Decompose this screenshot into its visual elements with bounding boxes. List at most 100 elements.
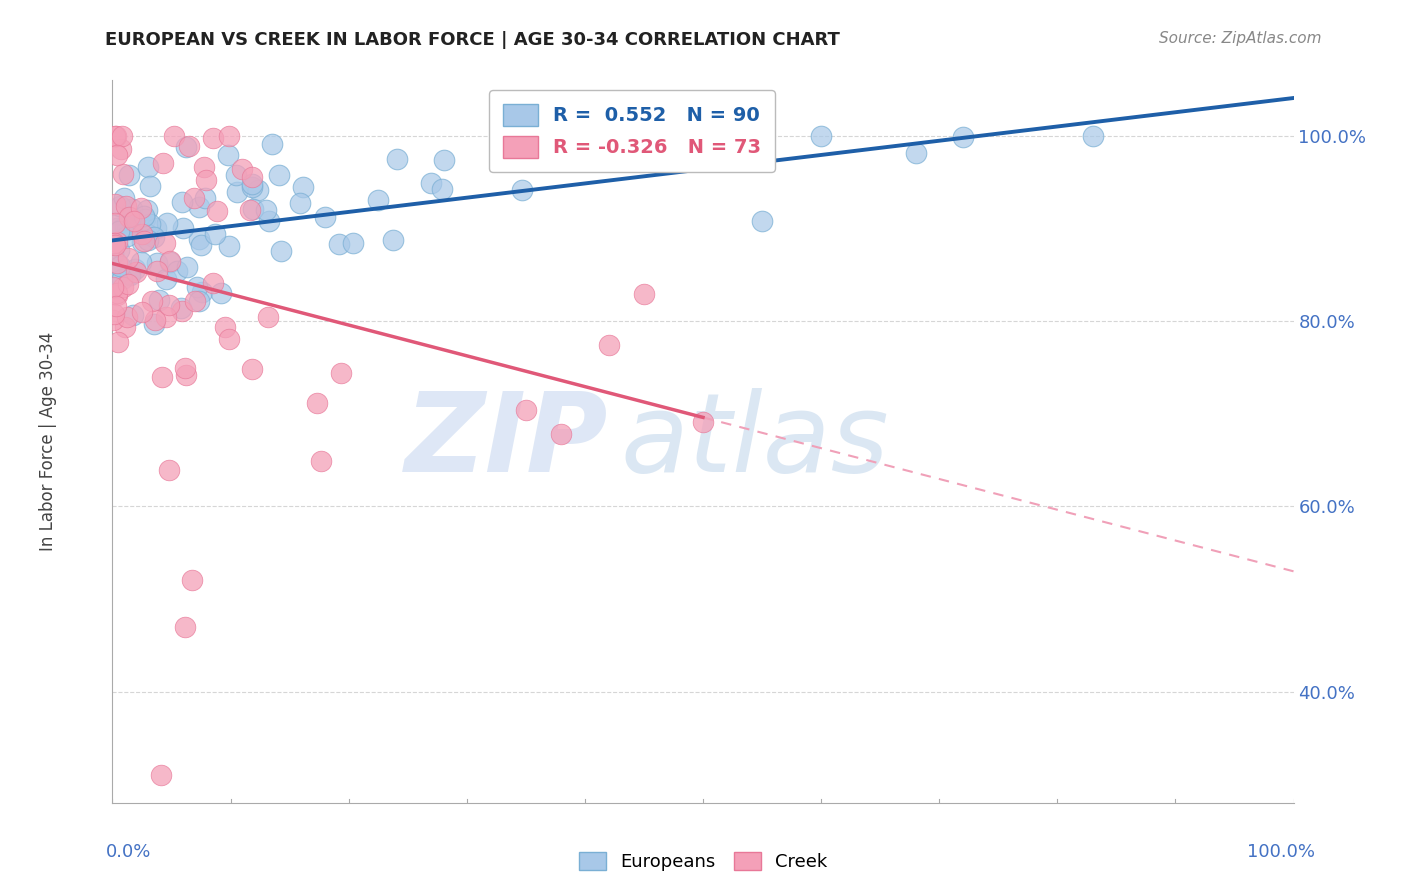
Point [103, 236, 125, 251]
Point [150, 370, 173, 384]
Point [204, 227, 226, 241]
Point [904, 146, 927, 161]
Point [134, 227, 156, 241]
Point [104, 216, 127, 230]
Point [172, 220, 194, 235]
Point [218, 239, 240, 253]
Point [240, 179, 263, 194]
Point [141, 294, 163, 309]
Point [125, 264, 148, 278]
Point [186, 279, 208, 293]
Point [170, 195, 193, 210]
Point [111, 279, 134, 293]
Point [105, 235, 128, 249]
Point [432, 153, 454, 168]
Point [173, 360, 195, 375]
Point [101, 280, 124, 294]
Point [114, 219, 136, 234]
Point [105, 299, 128, 313]
Point [432, 182, 454, 196]
Point [385, 152, 408, 166]
Point [138, 218, 160, 232]
Point [114, 319, 136, 334]
Point [159, 255, 181, 269]
Point [105, 255, 128, 269]
Point [201, 276, 224, 290]
Point [117, 168, 139, 182]
Point [246, 183, 269, 197]
Point [105, 128, 128, 143]
Point [218, 128, 240, 143]
Point [231, 161, 253, 176]
Point [122, 214, 145, 228]
Point [194, 191, 217, 205]
Point [146, 264, 169, 278]
Point [107, 148, 129, 162]
Point [152, 156, 174, 170]
Point [104, 227, 127, 241]
Text: EUROPEAN VS CREEK IN LABOR FORCE | AGE 30-34 CORRELATION CHART: EUROPEAN VS CREEK IN LABOR FORCE | AGE 3… [105, 31, 841, 49]
Point [1081, 128, 1104, 143]
Point [143, 230, 166, 244]
Point [290, 195, 312, 210]
Point [129, 255, 152, 269]
Point [104, 237, 127, 252]
Text: Source: ZipAtlas.com: Source: ZipAtlas.com [1159, 31, 1322, 46]
Point [155, 310, 177, 324]
Point [150, 768, 173, 782]
Point [176, 368, 198, 383]
Point [180, 574, 202, 588]
Point [598, 337, 620, 351]
Point [751, 213, 773, 227]
Point [187, 294, 209, 309]
Point [163, 128, 186, 143]
Point [135, 227, 157, 241]
Point [193, 161, 215, 175]
Point [145, 221, 167, 235]
Point [952, 130, 974, 145]
Point [242, 202, 264, 217]
Point [270, 244, 292, 259]
Point [239, 203, 262, 218]
Point [117, 210, 139, 224]
Point [342, 235, 364, 250]
Point [143, 312, 166, 326]
Point [176, 140, 198, 154]
Point [107, 223, 129, 237]
Point [309, 454, 332, 468]
Point [550, 426, 572, 441]
Point [202, 131, 225, 145]
Point [191, 285, 214, 300]
Point [131, 235, 153, 249]
Point [112, 167, 135, 181]
Point [187, 200, 209, 214]
Point [104, 128, 127, 143]
Point [110, 142, 132, 156]
Point [134, 211, 156, 226]
Point [101, 313, 124, 327]
Point [108, 259, 131, 273]
Point [143, 317, 166, 331]
Point [105, 220, 128, 235]
Point [105, 218, 128, 232]
Point [124, 262, 146, 277]
Point [146, 256, 169, 270]
Point [107, 267, 129, 281]
Point [148, 293, 170, 308]
Point [240, 169, 263, 184]
Point [183, 191, 205, 205]
Text: ZIP: ZIP [405, 388, 609, 495]
Point [122, 215, 145, 229]
Point [172, 303, 194, 318]
Point [136, 233, 159, 247]
Point [103, 280, 125, 294]
Point [257, 214, 280, 228]
Point [291, 180, 314, 194]
Legend: Europeans, Creek: Europeans, Creek [571, 845, 835, 879]
Point [132, 235, 155, 249]
Point [103, 307, 125, 321]
Point [111, 272, 134, 286]
Point [305, 396, 328, 410]
Point [129, 201, 152, 215]
Text: 100.0%: 100.0% [1247, 843, 1315, 861]
